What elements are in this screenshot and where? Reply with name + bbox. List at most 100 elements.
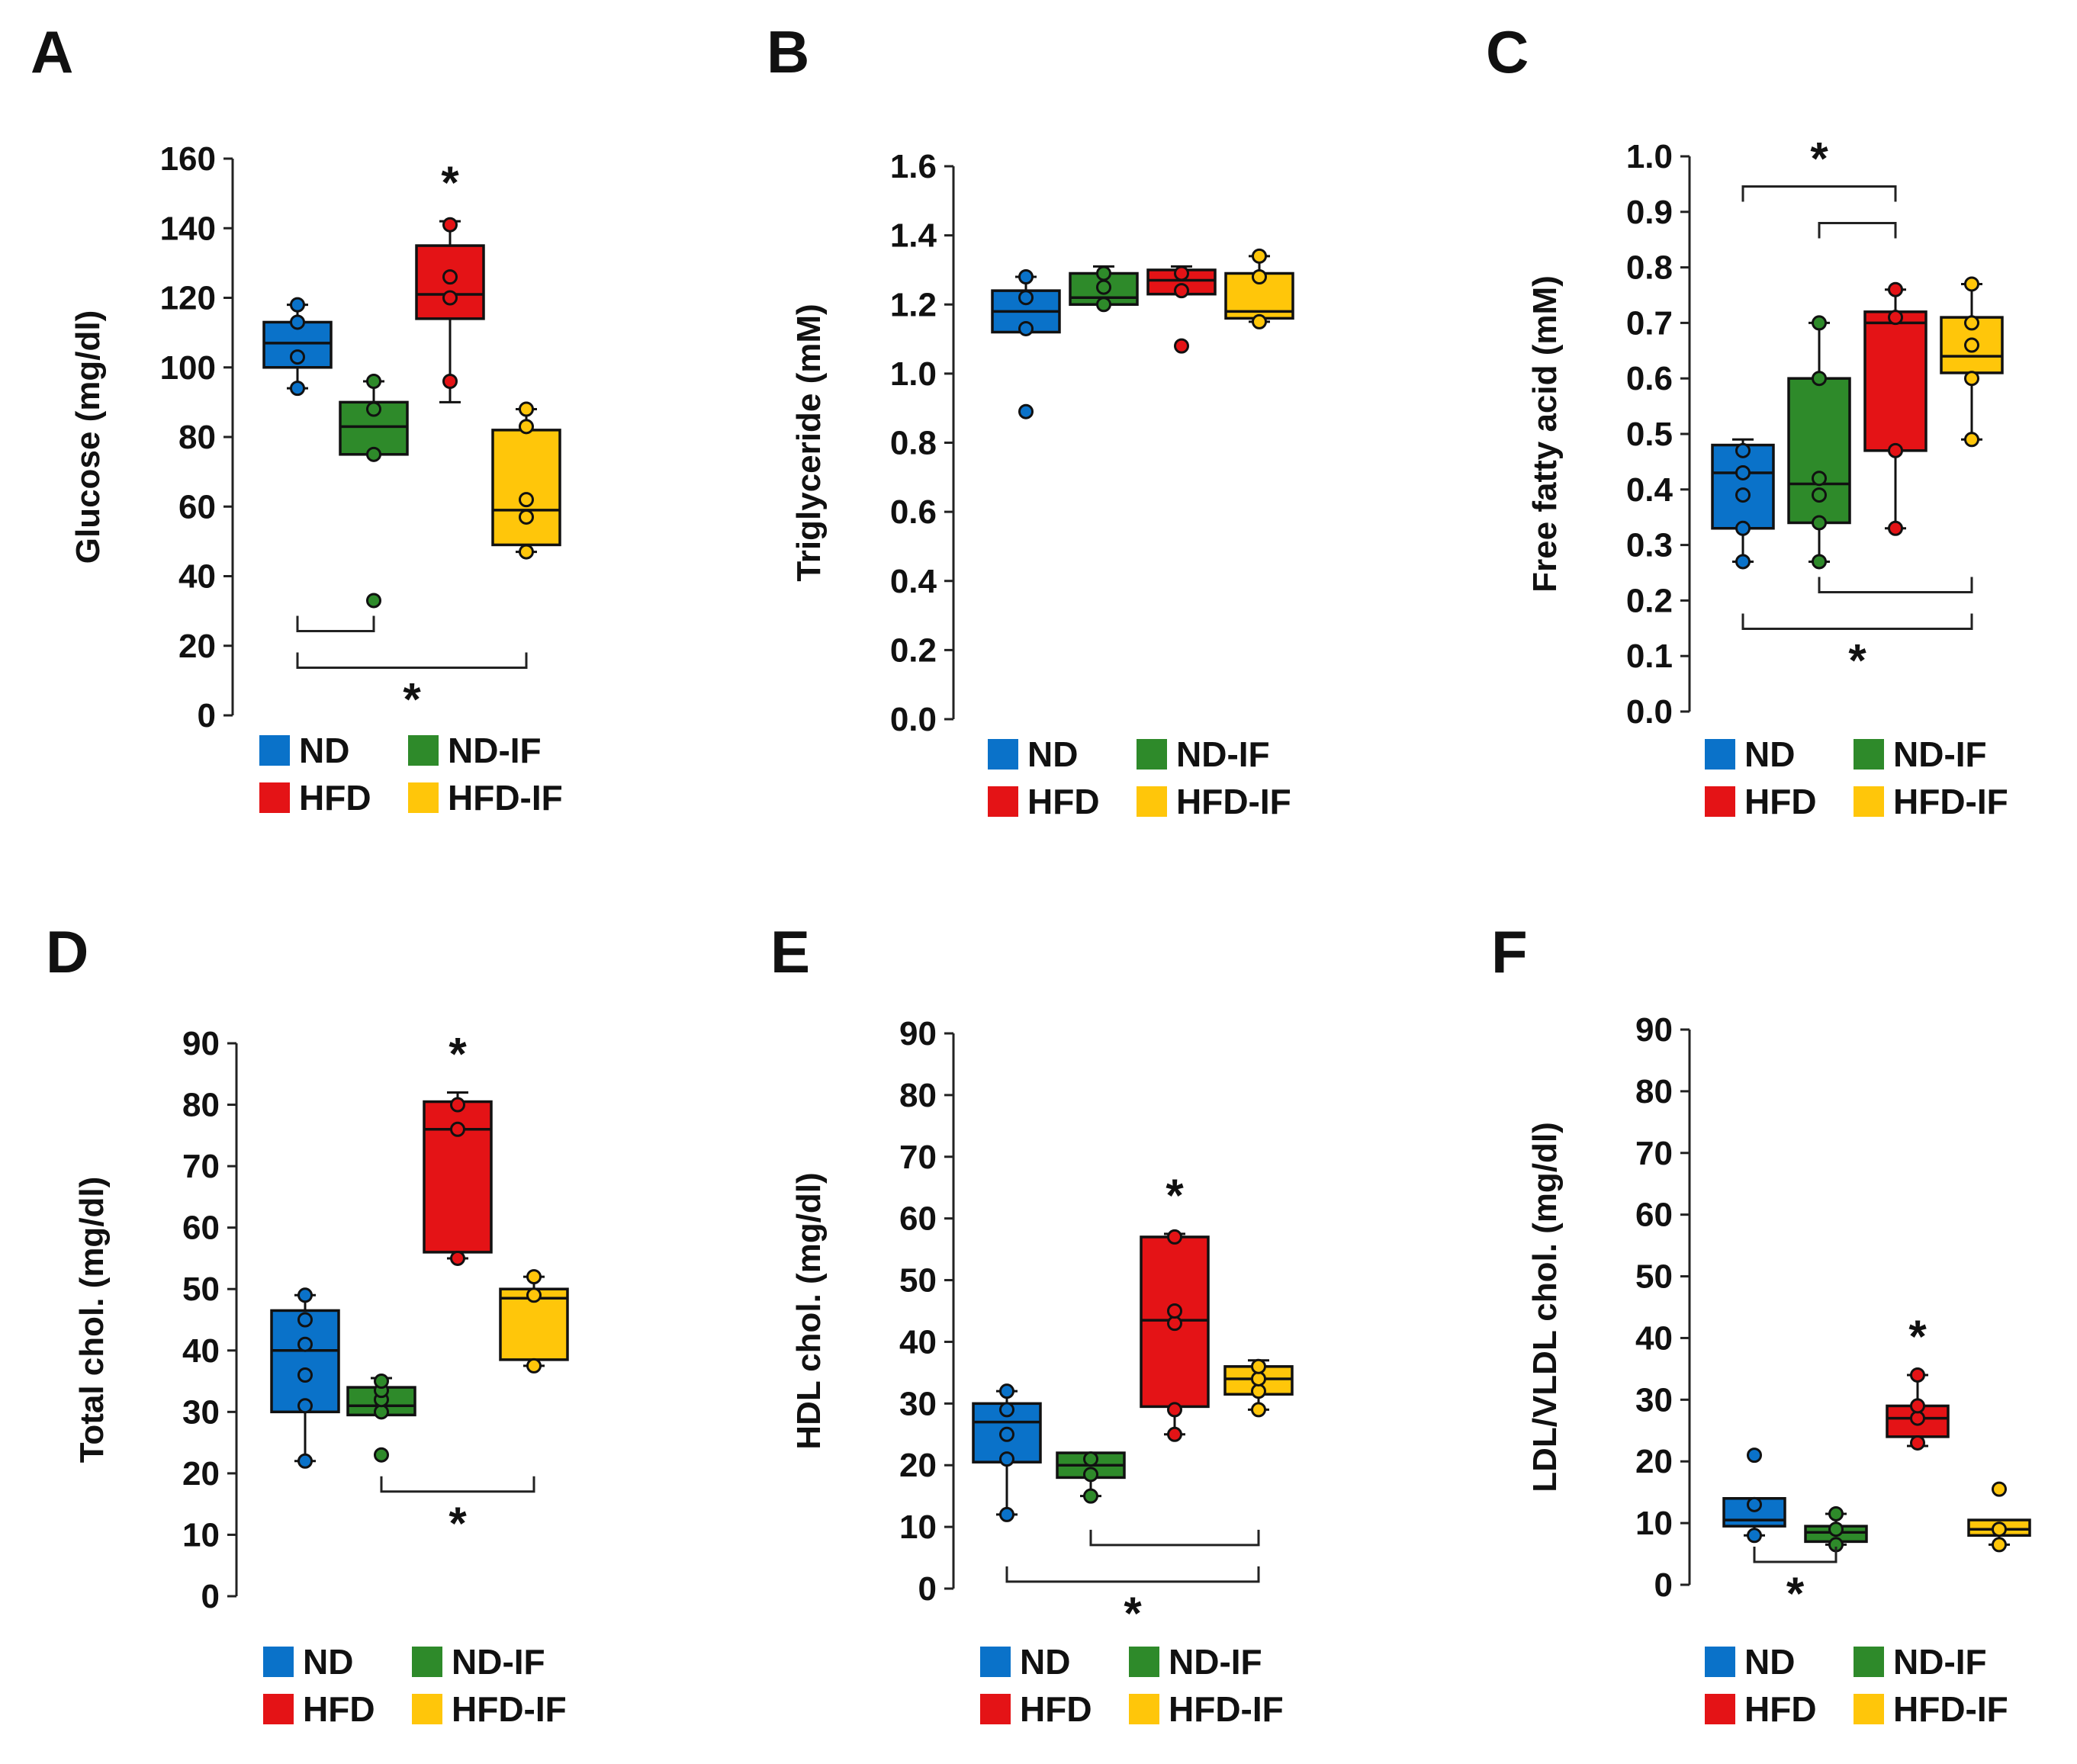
box-hfd-if	[1224, 248, 1294, 329]
box-nd-if	[1069, 265, 1139, 313]
data-point	[1018, 320, 1034, 336]
box-iqr	[1863, 310, 1927, 452]
outlier-point	[1174, 338, 1189, 354]
legend-label: ND-IF	[452, 1642, 545, 1682]
data-point	[1018, 290, 1034, 306]
data-point	[1735, 487, 1751, 503]
data-point	[442, 374, 458, 389]
data-point	[1888, 310, 1903, 326]
panel-c: C 0.0 0.1 0.2 0.3 0.4 0.5 0.6 0.7 0.8 0.9 1.0 Free f…	[1486, 18, 2008, 821]
legend-swatch	[263, 1694, 294, 1724]
legend: ND ND-IF HFD HFD-IF	[1705, 734, 2008, 821]
y-tick-label: 0.8	[1626, 249, 1673, 287]
y-axis-label: HDL chol. (mg/dl)	[790, 1172, 828, 1449]
y-tick-label: 10	[899, 1509, 937, 1546]
y-tick-label: 0.6	[890, 493, 937, 531]
data-point	[1251, 1358, 1266, 1374]
data-point	[290, 381, 305, 397]
significance-star: *	[1165, 1170, 1184, 1221]
data-point	[374, 1404, 389, 1420]
panel-f: F 0 10 20 30 40 50 60 70 80 90 LDL/VLDL chol. (mg/d…	[1491, 918, 2031, 1729]
legend-label: HFD-IF	[1169, 1689, 1284, 1729]
box-nd	[262, 297, 333, 397]
y-tick-label: 0.4	[890, 563, 937, 600]
y-tick-label: 0.0	[890, 701, 937, 738]
legend-swatch	[412, 1694, 442, 1724]
bracket-star: *	[449, 1498, 467, 1549]
legend-swatch	[408, 782, 439, 813]
data-point	[442, 217, 458, 233]
legend-label: ND	[1027, 734, 1078, 774]
y-tick-label: 0	[1654, 1566, 1673, 1604]
data-point	[290, 297, 305, 313]
legend-label: ND	[1744, 734, 1795, 774]
data-point	[1252, 269, 1267, 284]
significance-bracket	[1741, 185, 1897, 202]
panel-letter: B	[767, 18, 809, 85]
y-tick-label: 70	[899, 1139, 937, 1176]
data-point	[1747, 1496, 1762, 1512]
data-point	[450, 1097, 465, 1113]
data-point	[1812, 554, 1827, 570]
outlier-point	[1018, 403, 1034, 419]
bracket-star: *	[403, 673, 421, 725]
y-axis-label: Total chol. (mg/dl)	[73, 1177, 111, 1464]
data-point	[526, 1269, 542, 1285]
data-point	[1992, 1481, 2007, 1497]
data-point	[1096, 297, 1111, 313]
data-point	[1910, 1410, 1925, 1426]
data-point	[1252, 248, 1267, 264]
data-point	[1083, 1467, 1098, 1483]
box-iqr	[491, 429, 561, 547]
significance-bracket	[1089, 1529, 1260, 1547]
data-point	[1083, 1488, 1098, 1504]
legend-swatch	[980, 1647, 1011, 1677]
y-tick-label: 50	[1635, 1258, 1673, 1296]
box-hfd	[1886, 1367, 1950, 1451]
y-tick-label: 70	[1635, 1135, 1673, 1172]
box-iqr	[1711, 443, 1775, 530]
panel-d: D 0 10 20 30 40 50 60 70 80 90 Total chol. (mg/dl) *…	[46, 918, 569, 1729]
legend-label: HFD-IF	[1176, 782, 1291, 821]
y-tick-label: 80	[899, 1077, 937, 1114]
legend-swatch	[1854, 739, 1884, 770]
panel-letter: D	[46, 918, 88, 985]
data-point	[290, 349, 305, 365]
data-point	[1735, 554, 1751, 570]
legend: ND ND-IF HFD HFD-IF	[988, 734, 1291, 821]
legend-swatch	[1705, 1694, 1735, 1724]
legend-label: ND	[303, 1642, 353, 1682]
y-tick-label: 40	[1635, 1319, 1673, 1357]
data-point	[1888, 281, 1903, 297]
outlier-point	[366, 593, 381, 609]
legend-label: ND	[1020, 1642, 1070, 1682]
data-point	[1018, 269, 1034, 284]
data-point	[1964, 276, 1979, 292]
y-tick-label: 60	[182, 1210, 220, 1247]
legend-label: HFD	[299, 778, 371, 818]
y-tick-label: 140	[160, 210, 216, 247]
data-point	[297, 1287, 313, 1303]
data-point	[999, 1383, 1014, 1399]
data-point	[1735, 464, 1751, 480]
legend-swatch	[412, 1647, 442, 1677]
data-point	[450, 1121, 465, 1137]
data-point	[999, 1451, 1014, 1467]
y-tick-label: 30	[1635, 1381, 1673, 1419]
y-tick-label: 10	[182, 1516, 220, 1554]
y-tick-label: 30	[899, 1385, 937, 1422]
box-nd-if	[1804, 1505, 1868, 1553]
y-tick-label: 0.1	[1626, 638, 1673, 675]
y-tick-label: 30	[182, 1393, 220, 1431]
data-point	[1167, 1402, 1182, 1418]
legend-swatch	[263, 1647, 294, 1677]
data-point	[1964, 337, 1979, 353]
data-point	[1735, 442, 1751, 458]
legend-swatch	[1705, 786, 1735, 817]
data-point	[1252, 313, 1267, 329]
data-point	[1910, 1367, 1925, 1383]
data-point	[297, 1398, 313, 1414]
data-point	[1083, 1451, 1098, 1467]
y-tick-label: 0.0	[1626, 693, 1673, 731]
legend-label: HFD	[1020, 1689, 1092, 1729]
